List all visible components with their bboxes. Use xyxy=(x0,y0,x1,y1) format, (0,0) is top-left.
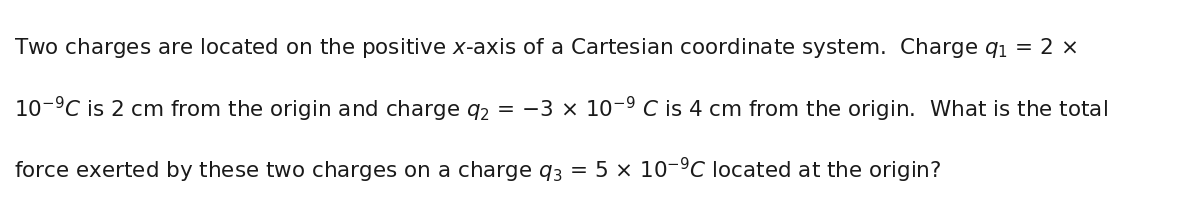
Text: force exerted by these two charges on a charge $q_3$ = 5 $\times$ $10^{-9}$$C$ l: force exerted by these two charges on a … xyxy=(14,155,942,185)
Text: Two charges are located on the positive $x$-axis of a Cartesian coordinate syste: Two charges are located on the positive … xyxy=(14,36,1078,60)
Text: $10^{-9}$$C$ is 2 cm from the origin and charge $q_2$ = $-$3 $\times$ $10^{-9}$ : $10^{-9}$$C$ is 2 cm from the origin and… xyxy=(14,94,1109,124)
